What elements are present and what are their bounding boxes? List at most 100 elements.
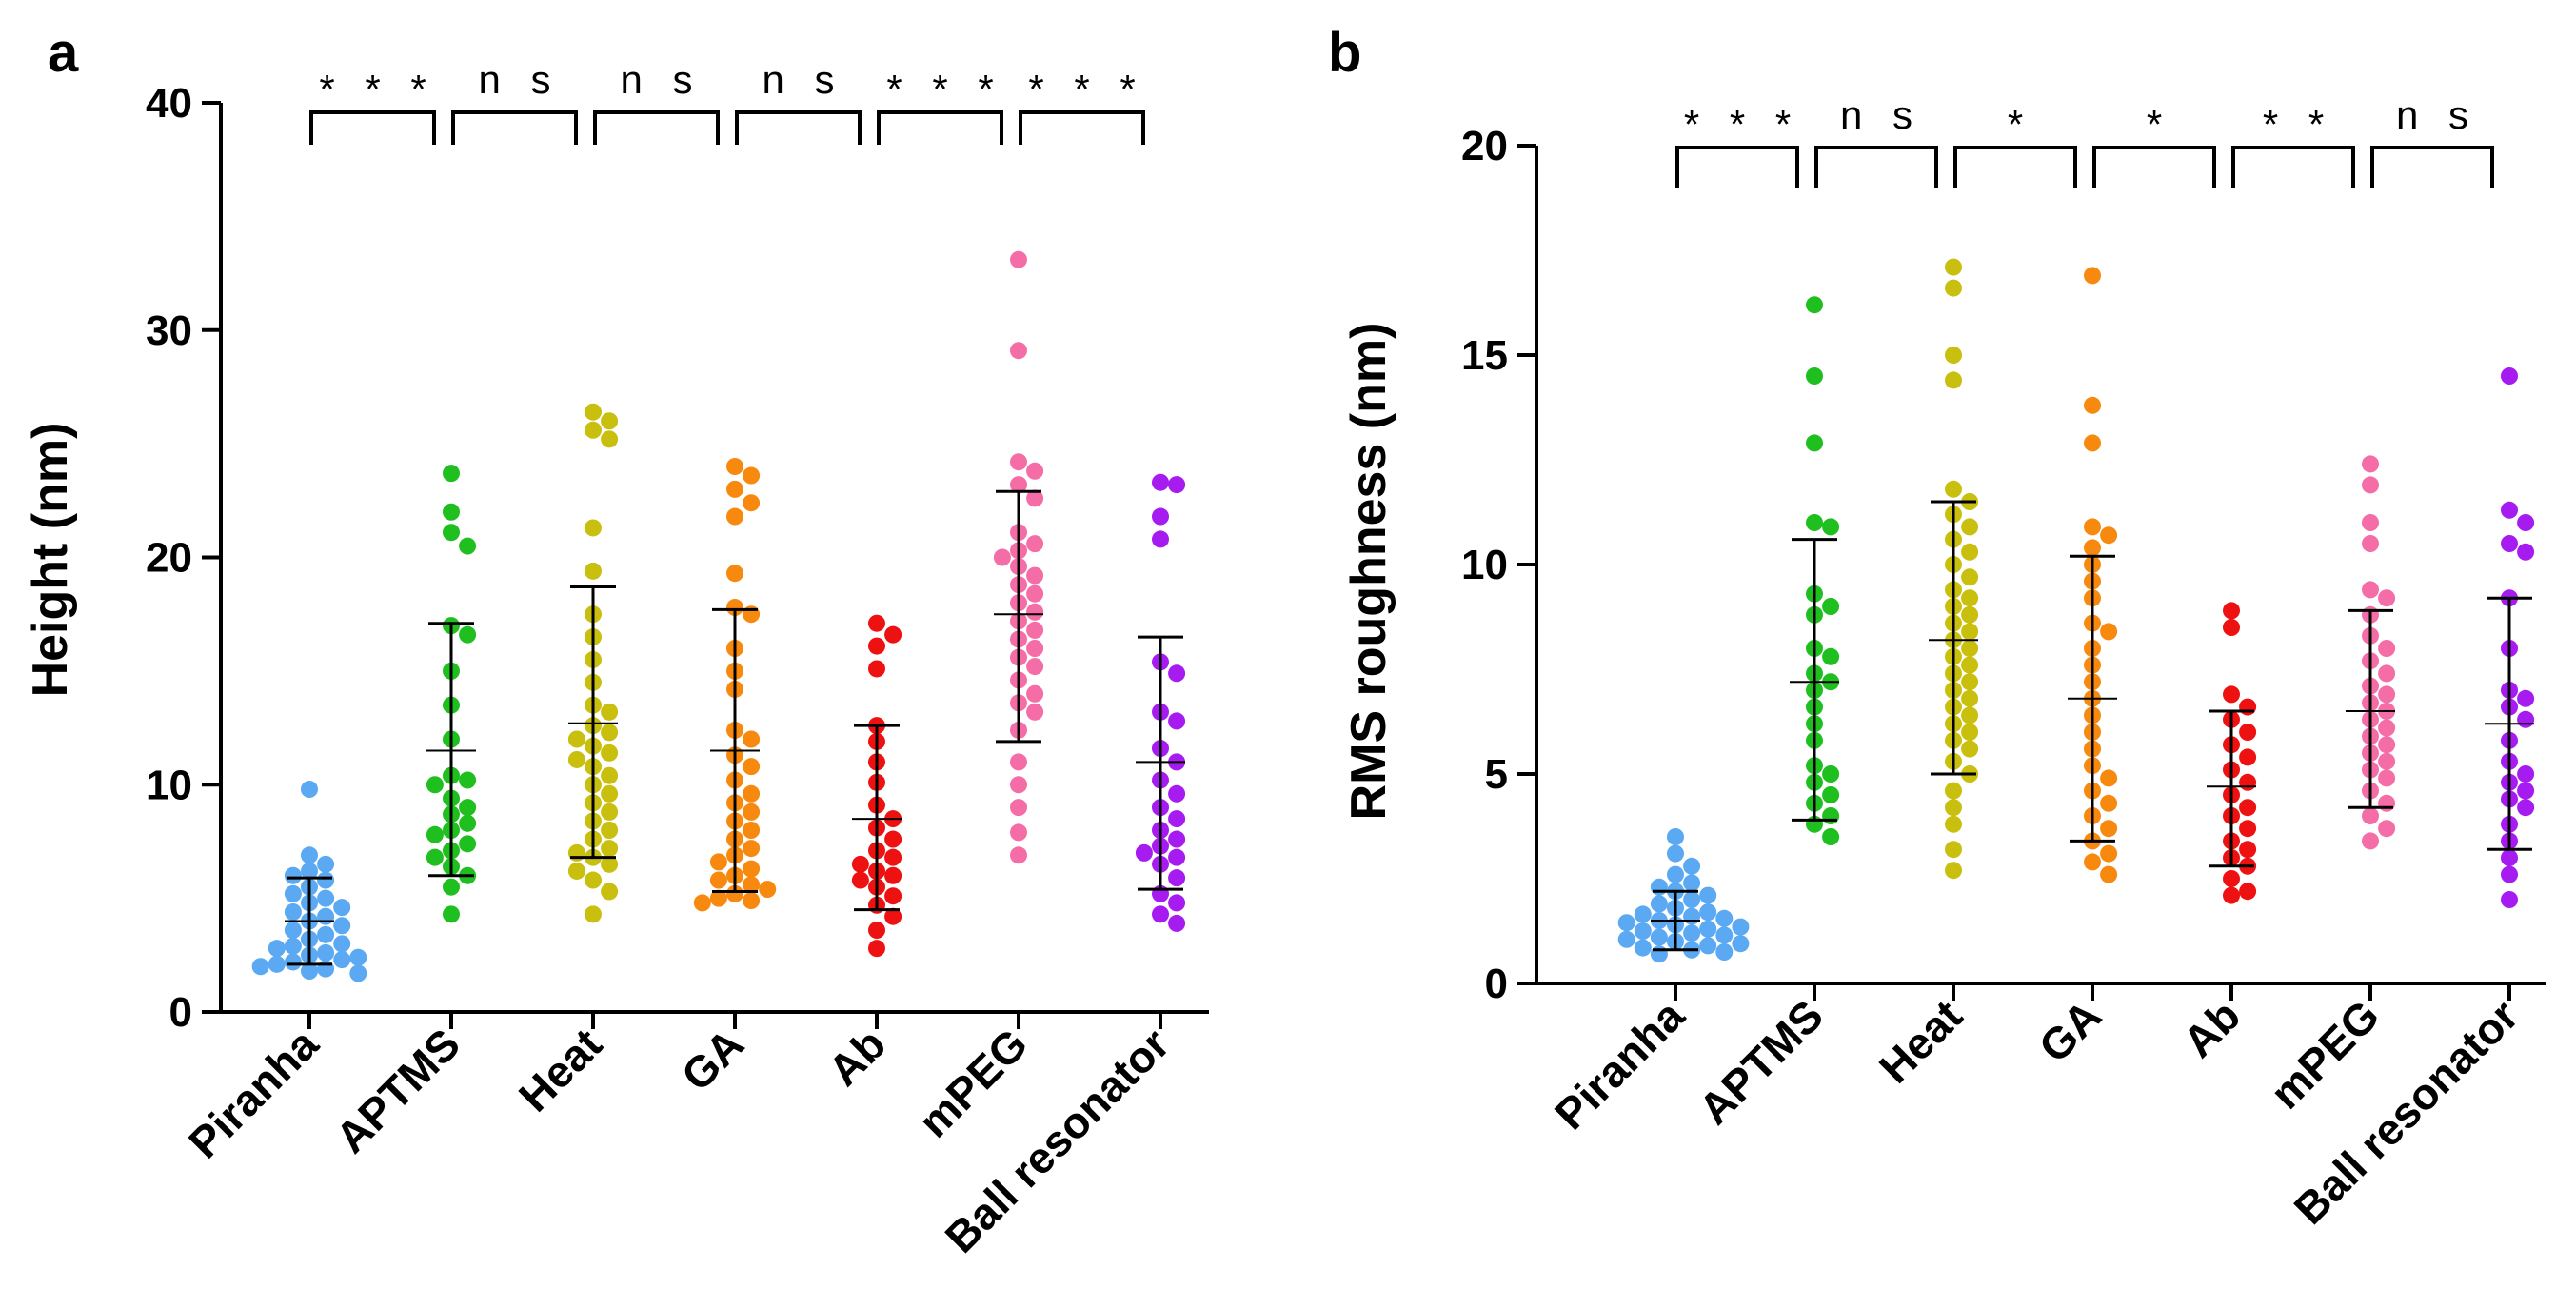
data-point (333, 917, 351, 935)
data-point (2223, 619, 2240, 636)
data-point (1667, 844, 1684, 863)
data-point (1945, 347, 1962, 364)
data-point (743, 876, 761, 894)
y-tick-label: 10 (146, 762, 192, 808)
significance-bracket (877, 110, 1003, 145)
data-point (1699, 920, 1717, 938)
data-point (426, 776, 444, 794)
data-point (868, 637, 885, 655)
data-point (1168, 712, 1186, 730)
data-point (301, 862, 318, 880)
data-point (1650, 895, 1668, 913)
y-tick-label: 0 (169, 989, 192, 1036)
data-point (1010, 342, 1027, 360)
data-point (2100, 844, 2118, 863)
data-point (2239, 841, 2257, 859)
significance-label: n s (762, 57, 843, 102)
data-point (2517, 514, 2535, 531)
significance-bracket (1953, 146, 2077, 188)
data-point (1026, 489, 1044, 507)
data-point (1945, 258, 1962, 276)
data-point (1683, 874, 1701, 892)
data-point (2362, 514, 2379, 531)
data-point (1168, 784, 1186, 803)
data-point (693, 894, 711, 912)
y-tick-label: 20 (146, 535, 192, 582)
data-point (1699, 937, 1717, 955)
data-point (1026, 462, 1044, 480)
data-point (2100, 623, 2118, 641)
data-point (2362, 832, 2379, 850)
x-tick-label: Ab (2173, 990, 2249, 1066)
data-point (1961, 543, 1979, 561)
significance-label: * * * (1028, 67, 1144, 111)
significance-bracket (309, 110, 436, 145)
data-point (1152, 530, 1169, 548)
data-point (1168, 848, 1186, 866)
x-tick-label: Piranha (179, 1019, 327, 1167)
data-point (2517, 765, 2535, 783)
data-point (1822, 765, 1840, 783)
data-point (601, 412, 619, 430)
data-point (459, 814, 477, 832)
data-point (1945, 815, 1962, 833)
data-point (1945, 841, 1962, 859)
data-point (1961, 740, 1979, 758)
data-point (1945, 782, 1962, 800)
data-point (1650, 928, 1668, 946)
data-point (2378, 736, 2396, 754)
data-point (268, 940, 286, 958)
data-point (1699, 903, 1717, 922)
data-point (601, 703, 619, 721)
data-point (1961, 640, 1979, 657)
data-point (1026, 640, 1044, 657)
data-point (1683, 907, 1701, 925)
data-point (443, 878, 460, 896)
data-point (1168, 914, 1186, 932)
data-point (851, 855, 869, 873)
data-point (1961, 518, 1979, 536)
data-point (743, 605, 761, 624)
data-point (1634, 922, 1652, 940)
data-point (2362, 581, 2379, 599)
data-point (585, 519, 602, 537)
data-point (1010, 453, 1027, 471)
data-point (459, 625, 477, 644)
data-point (2378, 752, 2396, 770)
data-point (426, 825, 444, 843)
data-point (301, 781, 318, 799)
data-point (601, 840, 619, 858)
data-point (2100, 820, 2118, 838)
data-point (1152, 905, 1169, 923)
data-point (317, 925, 335, 943)
data-point (2223, 870, 2240, 887)
data-point (743, 822, 761, 839)
x-tick-label: Heat (1870, 990, 1972, 1092)
data-point (2223, 602, 2240, 620)
significance-bracket (2231, 146, 2355, 188)
data-point (1152, 507, 1169, 526)
data-point (2100, 769, 2118, 787)
data-point (1168, 894, 1186, 912)
significance-bracket (1814, 146, 1938, 188)
data-point (2239, 820, 2257, 838)
data-point (1026, 621, 1044, 639)
data-point (1945, 371, 1962, 389)
data-point (1617, 914, 1635, 932)
data-point (2517, 710, 2535, 728)
data-point (2517, 543, 2535, 561)
significance-bracket (1675, 146, 1799, 188)
data-point (459, 771, 477, 789)
data-point (868, 614, 885, 632)
data-point (333, 935, 351, 953)
data-point (709, 871, 727, 889)
data-point (1945, 799, 1962, 817)
significance-label: * * * (886, 67, 1002, 111)
significance-bracket (735, 110, 862, 145)
x-tick-label: Heat (509, 1019, 611, 1121)
data-point (1683, 891, 1701, 908)
data-point (284, 937, 302, 955)
data-point (743, 840, 761, 858)
